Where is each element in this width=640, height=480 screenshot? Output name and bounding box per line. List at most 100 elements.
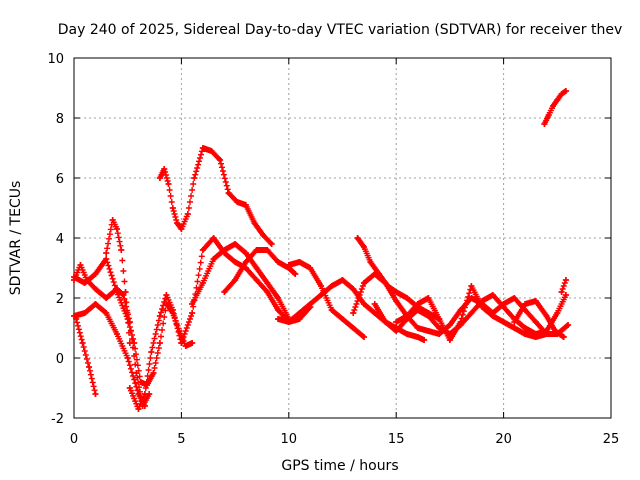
data-point: [199, 280, 206, 286]
data-point: [414, 301, 421, 307]
y-tick-label: 4: [56, 232, 64, 247]
data-point: [109, 217, 116, 223]
x-tick-label: 20: [495, 432, 512, 447]
data-point: [79, 340, 86, 346]
data-point: [169, 307, 176, 313]
data-point: [189, 340, 196, 346]
data-point: [360, 334, 367, 340]
data-point: [141, 391, 148, 397]
data-point: [500, 304, 507, 310]
data-point: [545, 112, 552, 118]
data-point: [414, 325, 421, 331]
series-markers: [156, 145, 275, 247]
data-point: [468, 310, 475, 316]
data-point: [156, 175, 163, 181]
data-point: [232, 241, 239, 247]
data-point: [558, 289, 565, 295]
data-point: [103, 295, 110, 301]
data-point: [446, 322, 453, 328]
data-point: [511, 295, 518, 301]
data-point: [86, 364, 93, 370]
data-point: [135, 391, 142, 397]
data-point: [541, 121, 548, 127]
data-point: [92, 271, 99, 277]
data-point: [354, 235, 361, 241]
data-point: [371, 301, 378, 307]
data-points: [71, 88, 572, 412]
data-point: [221, 289, 228, 295]
data-point: [414, 334, 421, 340]
data-point: [253, 277, 260, 283]
data-point: [275, 259, 282, 265]
data-point: [393, 298, 400, 304]
data-point: [208, 148, 215, 154]
chart-title: Day 240 of 2025, Sidereal Day-to-day VTE…: [58, 22, 622, 38]
data-point: [285, 262, 292, 268]
data-point: [360, 280, 367, 286]
data-point: [425, 313, 432, 319]
data-point: [543, 331, 550, 337]
series-markers: [73, 316, 99, 397]
x-tick-label: 25: [603, 432, 620, 447]
data-point: [156, 313, 163, 319]
data-point: [221, 247, 228, 253]
data-point: [126, 385, 133, 391]
y-tick-label: 10: [47, 52, 64, 67]
data-point: [560, 334, 567, 340]
data-point: [242, 250, 249, 256]
data-point: [371, 310, 378, 316]
series-arc-b: [71, 262, 153, 409]
data-point: [210, 256, 217, 262]
data-point: [83, 277, 90, 283]
data-point: [457, 319, 464, 325]
y-tick-label: 2: [56, 292, 64, 307]
data-point: [242, 202, 249, 208]
data-point: [393, 289, 400, 295]
data-point: [156, 340, 163, 346]
x-axis-title: GPS time / hours: [281, 458, 398, 474]
series-arc-i: [189, 241, 292, 322]
data-point: [292, 271, 299, 277]
data-point: [163, 292, 170, 298]
series-arc-e: [103, 217, 133, 346]
data-point: [307, 301, 314, 307]
series-arc-g: [156, 145, 275, 247]
data-point: [234, 199, 241, 205]
data-point: [92, 301, 99, 307]
data-point: [436, 316, 443, 322]
data-point: [558, 91, 565, 97]
data-point: [511, 325, 518, 331]
data-point: [350, 310, 357, 316]
data-point: [565, 322, 572, 328]
x-axis-ticks: 0 5 10 15 20 25: [70, 58, 619, 447]
data-point: [414, 307, 421, 313]
x-tick-label: 5: [177, 432, 185, 447]
data-point: [178, 226, 185, 232]
series-markers: [541, 88, 569, 127]
data-point: [264, 289, 271, 295]
series-arc-f: [126, 292, 185, 412]
data-point: [489, 313, 496, 319]
data-point: [384, 283, 391, 289]
data-point: [189, 310, 196, 316]
data-point: [232, 277, 239, 283]
data-point: [217, 157, 224, 163]
y-tick-label: 0: [56, 352, 64, 367]
data-point: [189, 301, 196, 307]
data-point: [468, 283, 475, 289]
data-point: [251, 220, 258, 226]
data-point: [182, 343, 189, 349]
data-point: [135, 406, 142, 412]
data-point: [124, 355, 131, 361]
data-point: [403, 295, 410, 301]
data-point: [268, 241, 275, 247]
data-point: [161, 166, 168, 172]
data-point: [92, 286, 99, 292]
x-tick-label: 10: [281, 432, 298, 447]
data-point: [103, 250, 110, 256]
data-point: [264, 247, 271, 253]
data-point: [122, 289, 129, 295]
series-arc-k: [285, 259, 367, 340]
x-tick-label: 15: [388, 432, 405, 447]
data-point: [479, 304, 486, 310]
